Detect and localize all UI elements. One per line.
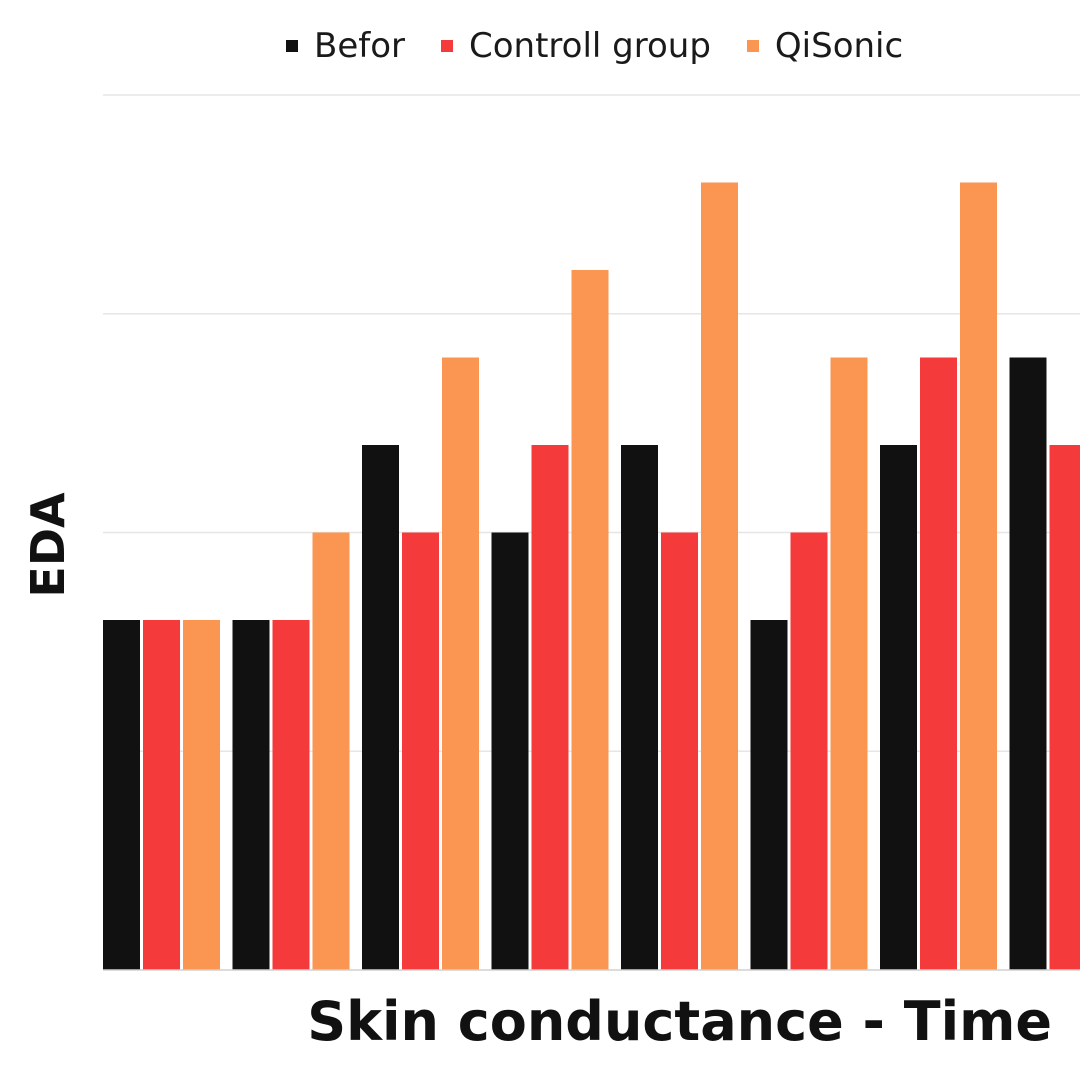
legend-swatch-qisonic (746, 40, 759, 52)
legend: Befor Controll group QiSonic (286, 26, 903, 66)
legend-item-controll-group[interactable]: Controll group (441, 26, 711, 66)
bar-controll-group-4[interactable] (531, 445, 569, 970)
x-axis-label: Skin conductance - Time (307, 990, 1052, 1053)
legend-swatch-controll-group (441, 40, 453, 52)
legend-label-befor: Befor (314, 26, 405, 66)
bar-qisonic-6[interactable] (830, 357, 868, 971)
legend-label-controll-group: Controll group (469, 26, 711, 66)
bar-befor-7[interactable] (880, 445, 917, 970)
bar-controll-group-1[interactable] (143, 620, 180, 970)
bar-befor-5[interactable] (621, 445, 658, 970)
bar-qisonic-4[interactable] (571, 270, 609, 970)
bar-qisonic-5[interactable] (701, 182, 738, 971)
bar-controll-group-7[interactable] (920, 357, 957, 971)
bar-controll-group-5[interactable] (661, 532, 698, 971)
legend-item-befor[interactable]: Befor (286, 26, 405, 66)
bar-controll-group-8[interactable] (1049, 445, 1080, 970)
legend-swatch-befor (286, 40, 298, 52)
bars (103, 182, 1080, 971)
bar-controll-group-3[interactable] (402, 532, 439, 971)
bar-befor-3[interactable] (362, 445, 399, 970)
y-axis-label: EDA (21, 492, 75, 598)
bar-befor-8[interactable] (1009, 357, 1047, 971)
legend-item-qisonic[interactable]: QiSonic (746, 26, 904, 66)
bar-controll-group-2[interactable] (272, 620, 310, 970)
bar-qisonic-3[interactable] (442, 357, 479, 971)
bar-befor-1[interactable] (103, 620, 140, 970)
legend-label-qisonic: QiSonic (774, 26, 904, 66)
bar-qisonic-7[interactable] (960, 182, 997, 971)
bar-befor-6[interactable] (750, 620, 788, 970)
bar-qisonic-1[interactable] (183, 620, 220, 970)
bar-befor-4[interactable] (491, 532, 529, 971)
bar-qisonic-2[interactable] (312, 532, 350, 971)
bar-controll-group-6[interactable] (790, 532, 828, 971)
bar-befor-2[interactable] (232, 620, 270, 970)
